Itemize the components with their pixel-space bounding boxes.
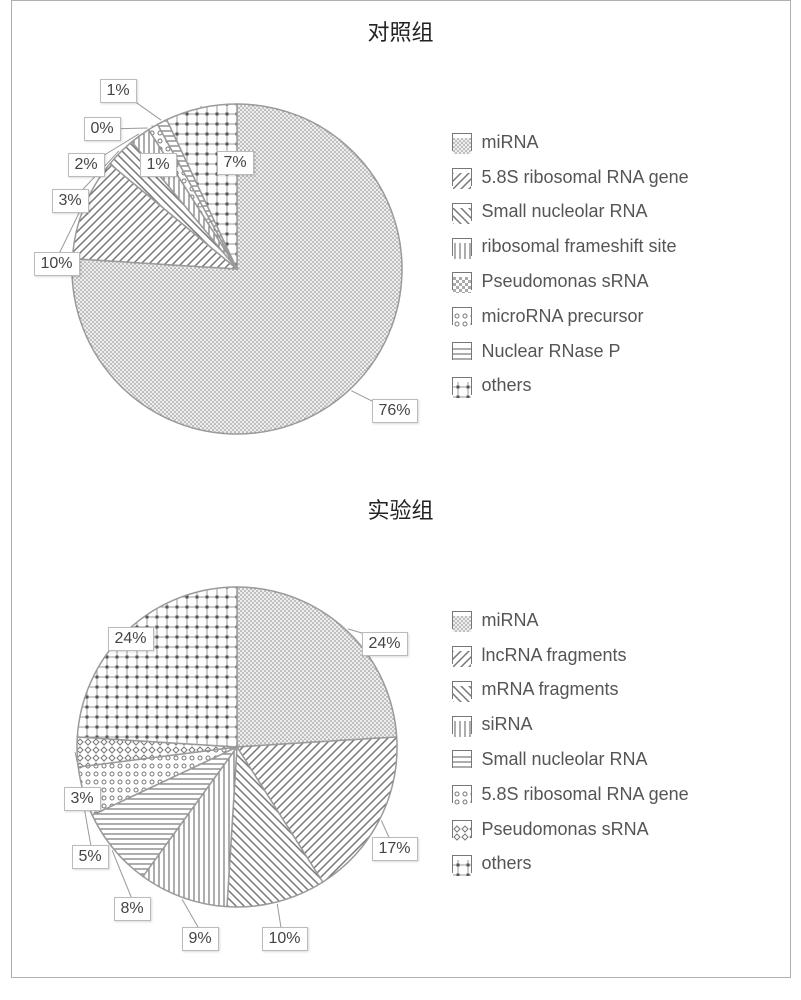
legend-item: Small nucleolar RNA xyxy=(452,745,790,774)
legend-item: 5.8S ribosomal RNA gene xyxy=(452,780,790,809)
legend-swatch-icon xyxy=(452,681,472,699)
legend-item: Pseudomonas sRNA xyxy=(452,267,790,296)
legend-label: siRNA xyxy=(482,710,533,739)
legend-swatch-icon xyxy=(452,342,472,360)
legend-swatch-icon xyxy=(452,611,472,629)
legend-label: lncRNA fragments xyxy=(482,641,627,670)
pie-percent-label: 0% xyxy=(84,117,121,141)
legend-label: ribosomal frameshift site xyxy=(482,232,677,261)
legend-swatch-icon xyxy=(452,133,472,151)
legend-item: microRNA precursor xyxy=(452,302,790,331)
pie-percent-label: 10% xyxy=(262,927,308,951)
control-group-chart: 对照组 76% 10% 3% 2% 0% 1% 1% 7% miRNA 5.8S ribosom… xyxy=(12,1,790,479)
pie-percent-label: 24% xyxy=(362,632,408,656)
pie-percent-label: 1% xyxy=(100,79,137,103)
chart1-row: 76% 10% 3% 2% 0% 1% 1% 7% miRNA 5.8S ribosomal R… xyxy=(12,49,790,479)
legend-label: Small nucleolar RNA xyxy=(482,197,648,226)
legend-label: 5.8S ribosomal RNA gene xyxy=(482,163,689,192)
legend-item: lncRNA fragments xyxy=(452,641,790,670)
legend-swatch-icon xyxy=(452,168,472,186)
pie-percent-label: 9% xyxy=(182,927,219,951)
legend-swatch-icon xyxy=(452,272,472,290)
legend-swatch-icon xyxy=(452,716,472,734)
legend-swatch-icon xyxy=(452,820,472,838)
pie-slice xyxy=(237,587,397,747)
legend-item: Nuclear RNase P xyxy=(452,337,790,366)
legend-swatch-icon xyxy=(452,785,472,803)
figure-frame: 对照组 76% 10% 3% 2% 0% 1% 1% 7% miRNA 5.8S ribosom… xyxy=(11,0,791,978)
legend-item: Small nucleolar RNA xyxy=(452,197,790,226)
chart2-title: 实验组 xyxy=(12,493,790,525)
legend-label: others xyxy=(482,849,532,878)
pie-percent-label: 76% xyxy=(372,399,418,423)
legend-item: miRNA xyxy=(452,606,790,635)
legend-label: Pseudomonas sRNA xyxy=(482,267,649,296)
legend-item: ribosomal frameshift site xyxy=(452,232,790,261)
legend-item: mRNA fragments xyxy=(452,675,790,704)
chart1-pie: 76% 10% 3% 2% 0% 1% 1% 7% xyxy=(12,49,442,479)
legend-swatch-icon xyxy=(452,750,472,768)
pie-slice xyxy=(77,587,237,747)
legend-swatch-icon xyxy=(452,307,472,325)
legend-label: others xyxy=(482,371,532,400)
experimental-group-chart: 实验组 24% 17% 10% 9% 8% 5% 3% 24% miRNA lncRNA fra… xyxy=(12,479,790,957)
pie-percent-label: 24% xyxy=(108,627,154,651)
legend-label: Nuclear RNase P xyxy=(482,337,621,366)
legend-label: 5.8S ribosomal RNA gene xyxy=(482,780,689,809)
chart2-pie: 24% 17% 10% 9% 8% 5% 3% 24% xyxy=(12,527,442,957)
legend-item: Pseudomonas sRNA xyxy=(452,815,790,844)
legend-item: miRNA xyxy=(452,128,790,157)
chart2-legend: miRNA lncRNA fragments mRNA fragments siRNA… xyxy=(442,600,790,884)
legend-label: miRNA xyxy=(482,128,539,157)
pie-percent-label: 8% xyxy=(114,897,151,921)
legend-label: microRNA precursor xyxy=(482,302,644,331)
legend-swatch-icon xyxy=(452,203,472,221)
pie-percent-label: 2% xyxy=(68,153,105,177)
legend-item: siRNA xyxy=(452,710,790,739)
pie-percent-label: 1% xyxy=(140,153,177,177)
legend-item: others xyxy=(452,371,790,400)
pie-percent-label: 10% xyxy=(34,252,80,276)
legend-swatch-icon xyxy=(452,646,472,664)
legend-label: Small nucleolar RNA xyxy=(482,745,648,774)
pie-percent-label: 3% xyxy=(52,189,89,213)
pie-percent-label: 3% xyxy=(64,787,101,811)
pie-percent-label: 17% xyxy=(372,837,418,861)
legend-swatch-icon xyxy=(452,238,472,256)
legend-label: mRNA fragments xyxy=(482,675,619,704)
legend-label: Pseudomonas sRNA xyxy=(482,815,649,844)
legend-swatch-icon xyxy=(452,855,472,873)
legend-label: miRNA xyxy=(482,606,539,635)
legend-item: 5.8S ribosomal RNA gene xyxy=(452,163,790,192)
pie-percent-label: 7% xyxy=(217,151,254,175)
chart1-title: 对照组 xyxy=(12,15,790,47)
legend-swatch-icon xyxy=(452,377,472,395)
chart2-row: 24% 17% 10% 9% 8% 5% 3% 24% miRNA lncRNA fragmen… xyxy=(12,527,790,957)
legend-item: others xyxy=(452,849,790,878)
chart1-legend: miRNA 5.8S ribosomal RNA gene Small nucleo… xyxy=(442,122,790,406)
pie-percent-label: 5% xyxy=(72,845,109,869)
